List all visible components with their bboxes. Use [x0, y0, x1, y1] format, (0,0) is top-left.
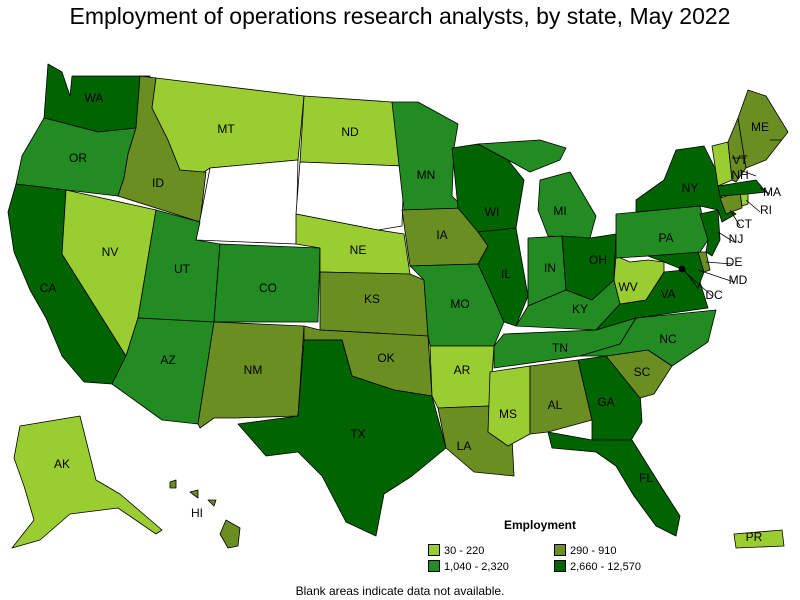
state-label-ne: NE: [350, 243, 367, 257]
state-il[interactable]: [477, 227, 529, 327]
state-label-ar: AR: [454, 363, 471, 377]
legend-label-3: 1,040 - 2,320: [444, 561, 509, 573]
state-label-wa: WA: [85, 91, 104, 105]
state-de[interactable]: [697, 251, 711, 273]
state-label-ak: AK: [54, 457, 70, 471]
state-label-ia: IA: [436, 228, 447, 242]
state-label-nj: NJ: [729, 232, 744, 246]
callout-ma: [759, 187, 771, 195]
callout-dc: [683, 270, 713, 297]
legend: Employment 30 - 220 290 - 910 1,040 - 2,…: [428, 518, 688, 578]
state-label-nh: NH: [731, 168, 748, 182]
state-label-or: OR: [69, 151, 87, 165]
legend-label-2: 290 - 910: [570, 545, 617, 557]
state-label-az: AZ: [160, 353, 175, 367]
state-label-in: IN: [544, 261, 556, 275]
state-label-mi: MI: [553, 204, 566, 218]
state-label-nd: ND: [341, 125, 359, 139]
state-label-wi: WI: [485, 205, 500, 219]
legend-item-4: 2,660 - 12,570: [554, 560, 641, 573]
state-sd[interactable]: [295, 161, 405, 231]
legend-swatch-4: [554, 560, 566, 572]
state-label-fl: FL: [639, 471, 653, 485]
state-nc[interactable]: [579, 309, 717, 367]
state-label-dc: DC: [705, 288, 723, 302]
state-wy[interactable]: [195, 159, 299, 245]
state-fl[interactable]: [547, 431, 681, 537]
state-me[interactable]: [737, 89, 789, 169]
callout-ct: [729, 209, 741, 227]
state-label-ca: CA: [40, 281, 57, 295]
legend-item-3: 1,040 - 2,320: [428, 560, 509, 573]
state-label-nc: NC: [659, 332, 677, 346]
state-label-oh: OH: [589, 253, 607, 267]
state-label-ky: KY: [572, 302, 588, 316]
callout-de: [705, 261, 733, 265]
legend-swatch-3: [428, 560, 440, 572]
state-label-mt: MT: [217, 122, 235, 136]
state-label-tn: TN: [552, 341, 568, 355]
state-label-me: ME: [751, 120, 769, 134]
state-co[interactable]: [213, 243, 321, 323]
callout-md: [697, 269, 735, 283]
state-label-ny: NY: [682, 181, 699, 195]
legend-title: Employment: [504, 518, 577, 532]
state-label-md: MD: [729, 273, 748, 287]
state-label-il: IL: [501, 267, 511, 281]
state-label-sc: SC: [634, 365, 651, 379]
state-label-ks: KS: [364, 292, 380, 306]
state-label-id: ID: [152, 176, 164, 190]
state-label-pa: PA: [658, 231, 673, 245]
state-label-va: VA: [660, 287, 675, 301]
state-label-ut: UT: [174, 262, 191, 276]
state-ar[interactable]: [429, 345, 495, 409]
state-label-ri: RI: [760, 203, 772, 217]
map-title: Employment of operations research analys…: [69, 3, 731, 29]
callout-ri: [745, 199, 761, 213]
legend-item-1: 30 - 220: [428, 544, 484, 557]
state-label-de: DE: [726, 255, 743, 269]
state-label-al: AL: [548, 398, 563, 412]
state-label-vt: VT: [732, 153, 748, 167]
state-label-wv: WV: [618, 280, 637, 294]
state-label-tx: TX: [350, 427, 365, 441]
state-label-ms: MS: [499, 407, 517, 421]
legend-label-1: 30 - 220: [444, 545, 485, 557]
state-label-ok: OK: [377, 351, 394, 365]
state-label-pr: PR: [746, 530, 763, 544]
state-hi[interactable]: [169, 479, 241, 549]
state-tx[interactable]: [237, 339, 447, 537]
state-pr[interactable]: [733, 529, 785, 549]
state-nm[interactable]: [197, 321, 305, 429]
state-label-mo: MO: [450, 297, 469, 311]
callout-nh: [739, 169, 757, 177]
state-ms[interactable]: [487, 365, 531, 447]
state-label-la: LA: [457, 439, 472, 453]
state-label-nv: NV: [102, 245, 119, 259]
state-label-ga: GA: [597, 395, 614, 409]
legend-swatch-2: [554, 544, 566, 556]
state-nh[interactable]: [727, 117, 747, 183]
state-label-co: CO: [259, 281, 277, 295]
state-label-mn: MN: [417, 168, 436, 182]
state-label-ma: MA: [763, 185, 781, 199]
legend-label-4: 2,660 - 12,570: [570, 561, 641, 573]
callout-nj: [717, 231, 735, 243]
state-mt[interactable]: [151, 77, 305, 173]
state-label-hi: HI: [191, 506, 203, 520]
state-dc[interactable]: [678, 265, 686, 273]
state-ak[interactable]: [11, 415, 163, 549]
footnote: Blank areas indicate data not available.: [295, 584, 505, 598]
state-ma[interactable]: [717, 179, 767, 197]
state-al[interactable]: [529, 359, 593, 435]
legend-swatch-1: [428, 544, 440, 556]
state-label-nm: NM: [244, 363, 263, 377]
legend-item-2: 290 - 910: [554, 544, 616, 557]
state-label-ct: CT: [736, 217, 753, 231]
